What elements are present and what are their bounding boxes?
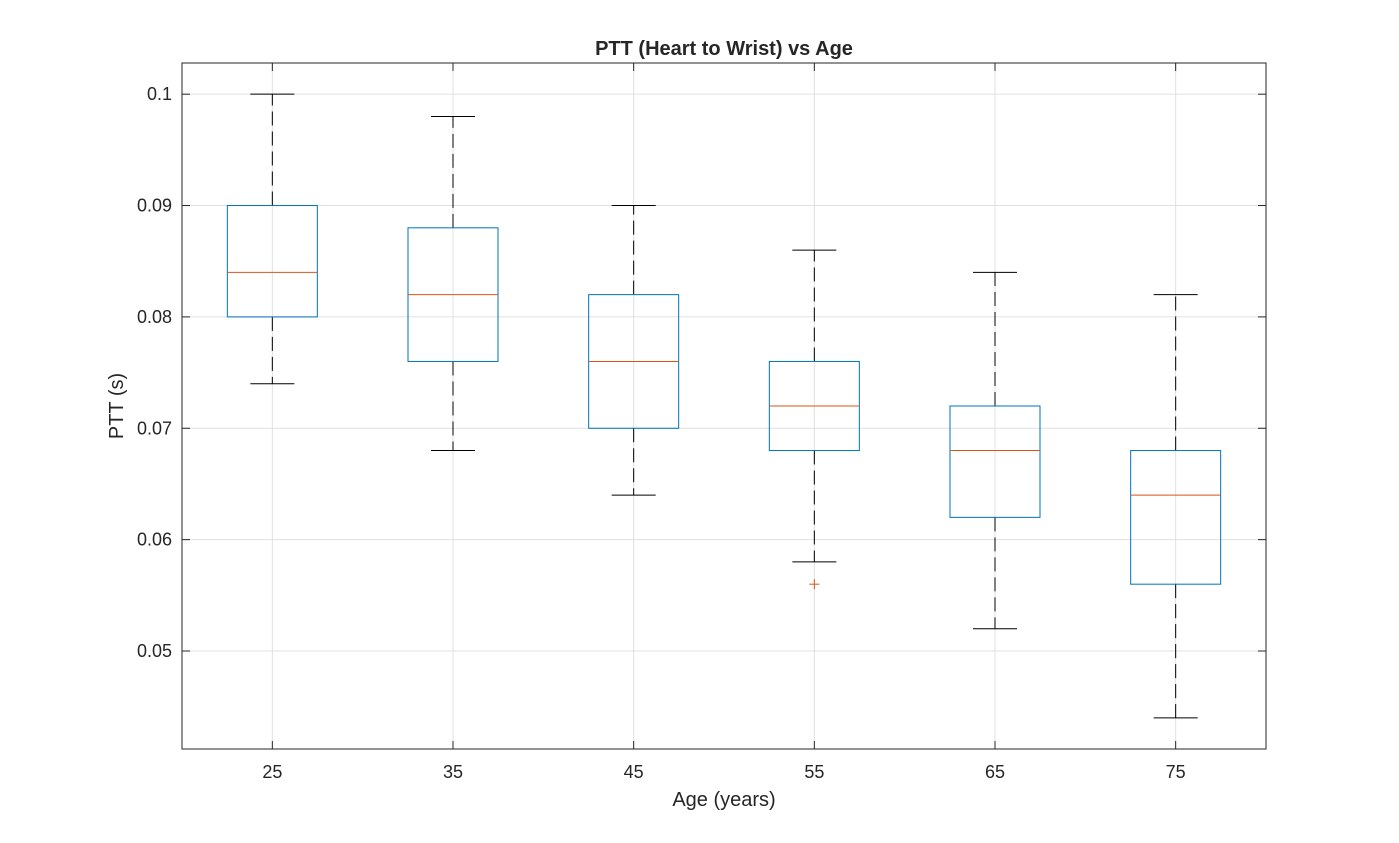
y-tick-label: 0.07 [137,418,172,438]
y-tick-label: 0.09 [137,196,172,216]
box-layer [226,93,1222,719]
x-tick-label: 75 [1166,762,1186,782]
x-tick-label: 55 [804,762,824,782]
chart-title: PTT (Heart to Wrist) vs Age [595,38,853,60]
y-tick-label: 0.06 [137,530,172,550]
iqr-box [949,405,1041,518]
x-tick-label: 45 [624,762,644,782]
y-tick-label: 0.05 [137,641,172,661]
plot-frame [181,62,1267,750]
x-tick-label: 25 [262,762,282,782]
x-axis-label: Age (years) [672,789,775,811]
x-tick-label: 35 [443,762,463,782]
tick-layer: 25 35 45 55 65 75 0.05 0.06 0.07 0.08 0.09 0.1 [137,63,1266,782]
x-tick-label: 65 [985,762,1005,782]
y-axis-label: PTT (s) [106,373,128,439]
y-tick-label: 0.1 [147,84,172,104]
iqr-box [226,205,318,318]
iqr-box [1130,450,1222,585]
y-tick-label: 0.08 [137,307,172,327]
